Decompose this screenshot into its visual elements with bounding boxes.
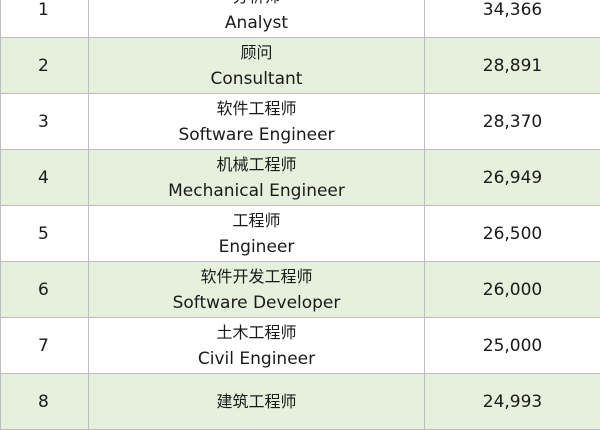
job-title-cell: 土木工程师 Civil Engineer — [89, 318, 425, 374]
job-title-cell: 分析师 Analyst — [89, 0, 425, 38]
table-row: 5 工程师 Engineer 26,500 — [1, 206, 600, 262]
job-title-cell: 顾问 Consultant — [89, 38, 425, 94]
job-title-chinese: 机械工程师 — [89, 152, 424, 178]
value-cell: 26,949 — [425, 150, 600, 206]
value-cell: 28,370 — [425, 94, 600, 150]
job-title-chinese: 分析师 — [89, 0, 424, 10]
value-cell: 28,891 — [425, 38, 600, 94]
job-title-cell: 工程师 Engineer — [89, 206, 425, 262]
value-cell: 25,000 — [425, 318, 600, 374]
table-row: 7 土木工程师 Civil Engineer 25,000 — [1, 318, 600, 374]
job-title-chinese: 建筑工程师 — [89, 389, 424, 415]
value-cell: 24,993 — [425, 374, 600, 430]
rank-cell: 1 — [1, 0, 89, 38]
job-title-english: Analyst — [89, 10, 424, 36]
table-row: 2 顾问 Consultant 28,891 — [1, 38, 600, 94]
job-title-cell: 建筑工程师 — [89, 374, 425, 430]
value-cell: 26,500 — [425, 206, 600, 262]
value-cell: 34,366 — [425, 0, 600, 38]
value-cell: 26,000 — [425, 262, 600, 318]
job-title-cell: 机械工程师 Mechanical Engineer — [89, 150, 425, 206]
job-title-english: Software Developer — [89, 290, 424, 316]
job-title-english: Mechanical Engineer — [89, 178, 424, 204]
job-title-cell: 软件开发工程师 Software Developer — [89, 262, 425, 318]
table-row: 8 建筑工程师 24,993 — [1, 374, 600, 430]
table-row: 1 分析师 Analyst 34,366 — [1, 0, 600, 38]
job-title-chinese: 软件开发工程师 — [89, 264, 424, 290]
rank-cell: 8 — [1, 374, 89, 430]
job-title-cell: 软件工程师 Software Engineer — [89, 94, 425, 150]
table-row: 4 机械工程师 Mechanical Engineer 26,949 — [1, 150, 600, 206]
job-title-english: Civil Engineer — [89, 346, 424, 372]
table-row: 6 软件开发工程师 Software Developer 26,000 — [1, 262, 600, 318]
rank-cell: 4 — [1, 150, 89, 206]
job-title-chinese: 土木工程师 — [89, 320, 424, 346]
rank-cell: 5 — [1, 206, 89, 262]
job-title-chinese: 顾问 — [89, 40, 424, 66]
rank-cell: 3 — [1, 94, 89, 150]
job-title-english: Engineer — [89, 234, 424, 260]
rank-cell: 7 — [1, 318, 89, 374]
job-title-english: Consultant — [89, 66, 424, 92]
job-title-chinese: 工程师 — [89, 208, 424, 234]
job-title-english: Software Engineer — [89, 122, 424, 148]
job-title-chinese: 软件工程师 — [89, 96, 424, 122]
table-row: 3 软件工程师 Software Engineer 28,370 — [1, 94, 600, 150]
rank-cell: 6 — [1, 262, 89, 318]
rank-cell: 2 — [1, 38, 89, 94]
